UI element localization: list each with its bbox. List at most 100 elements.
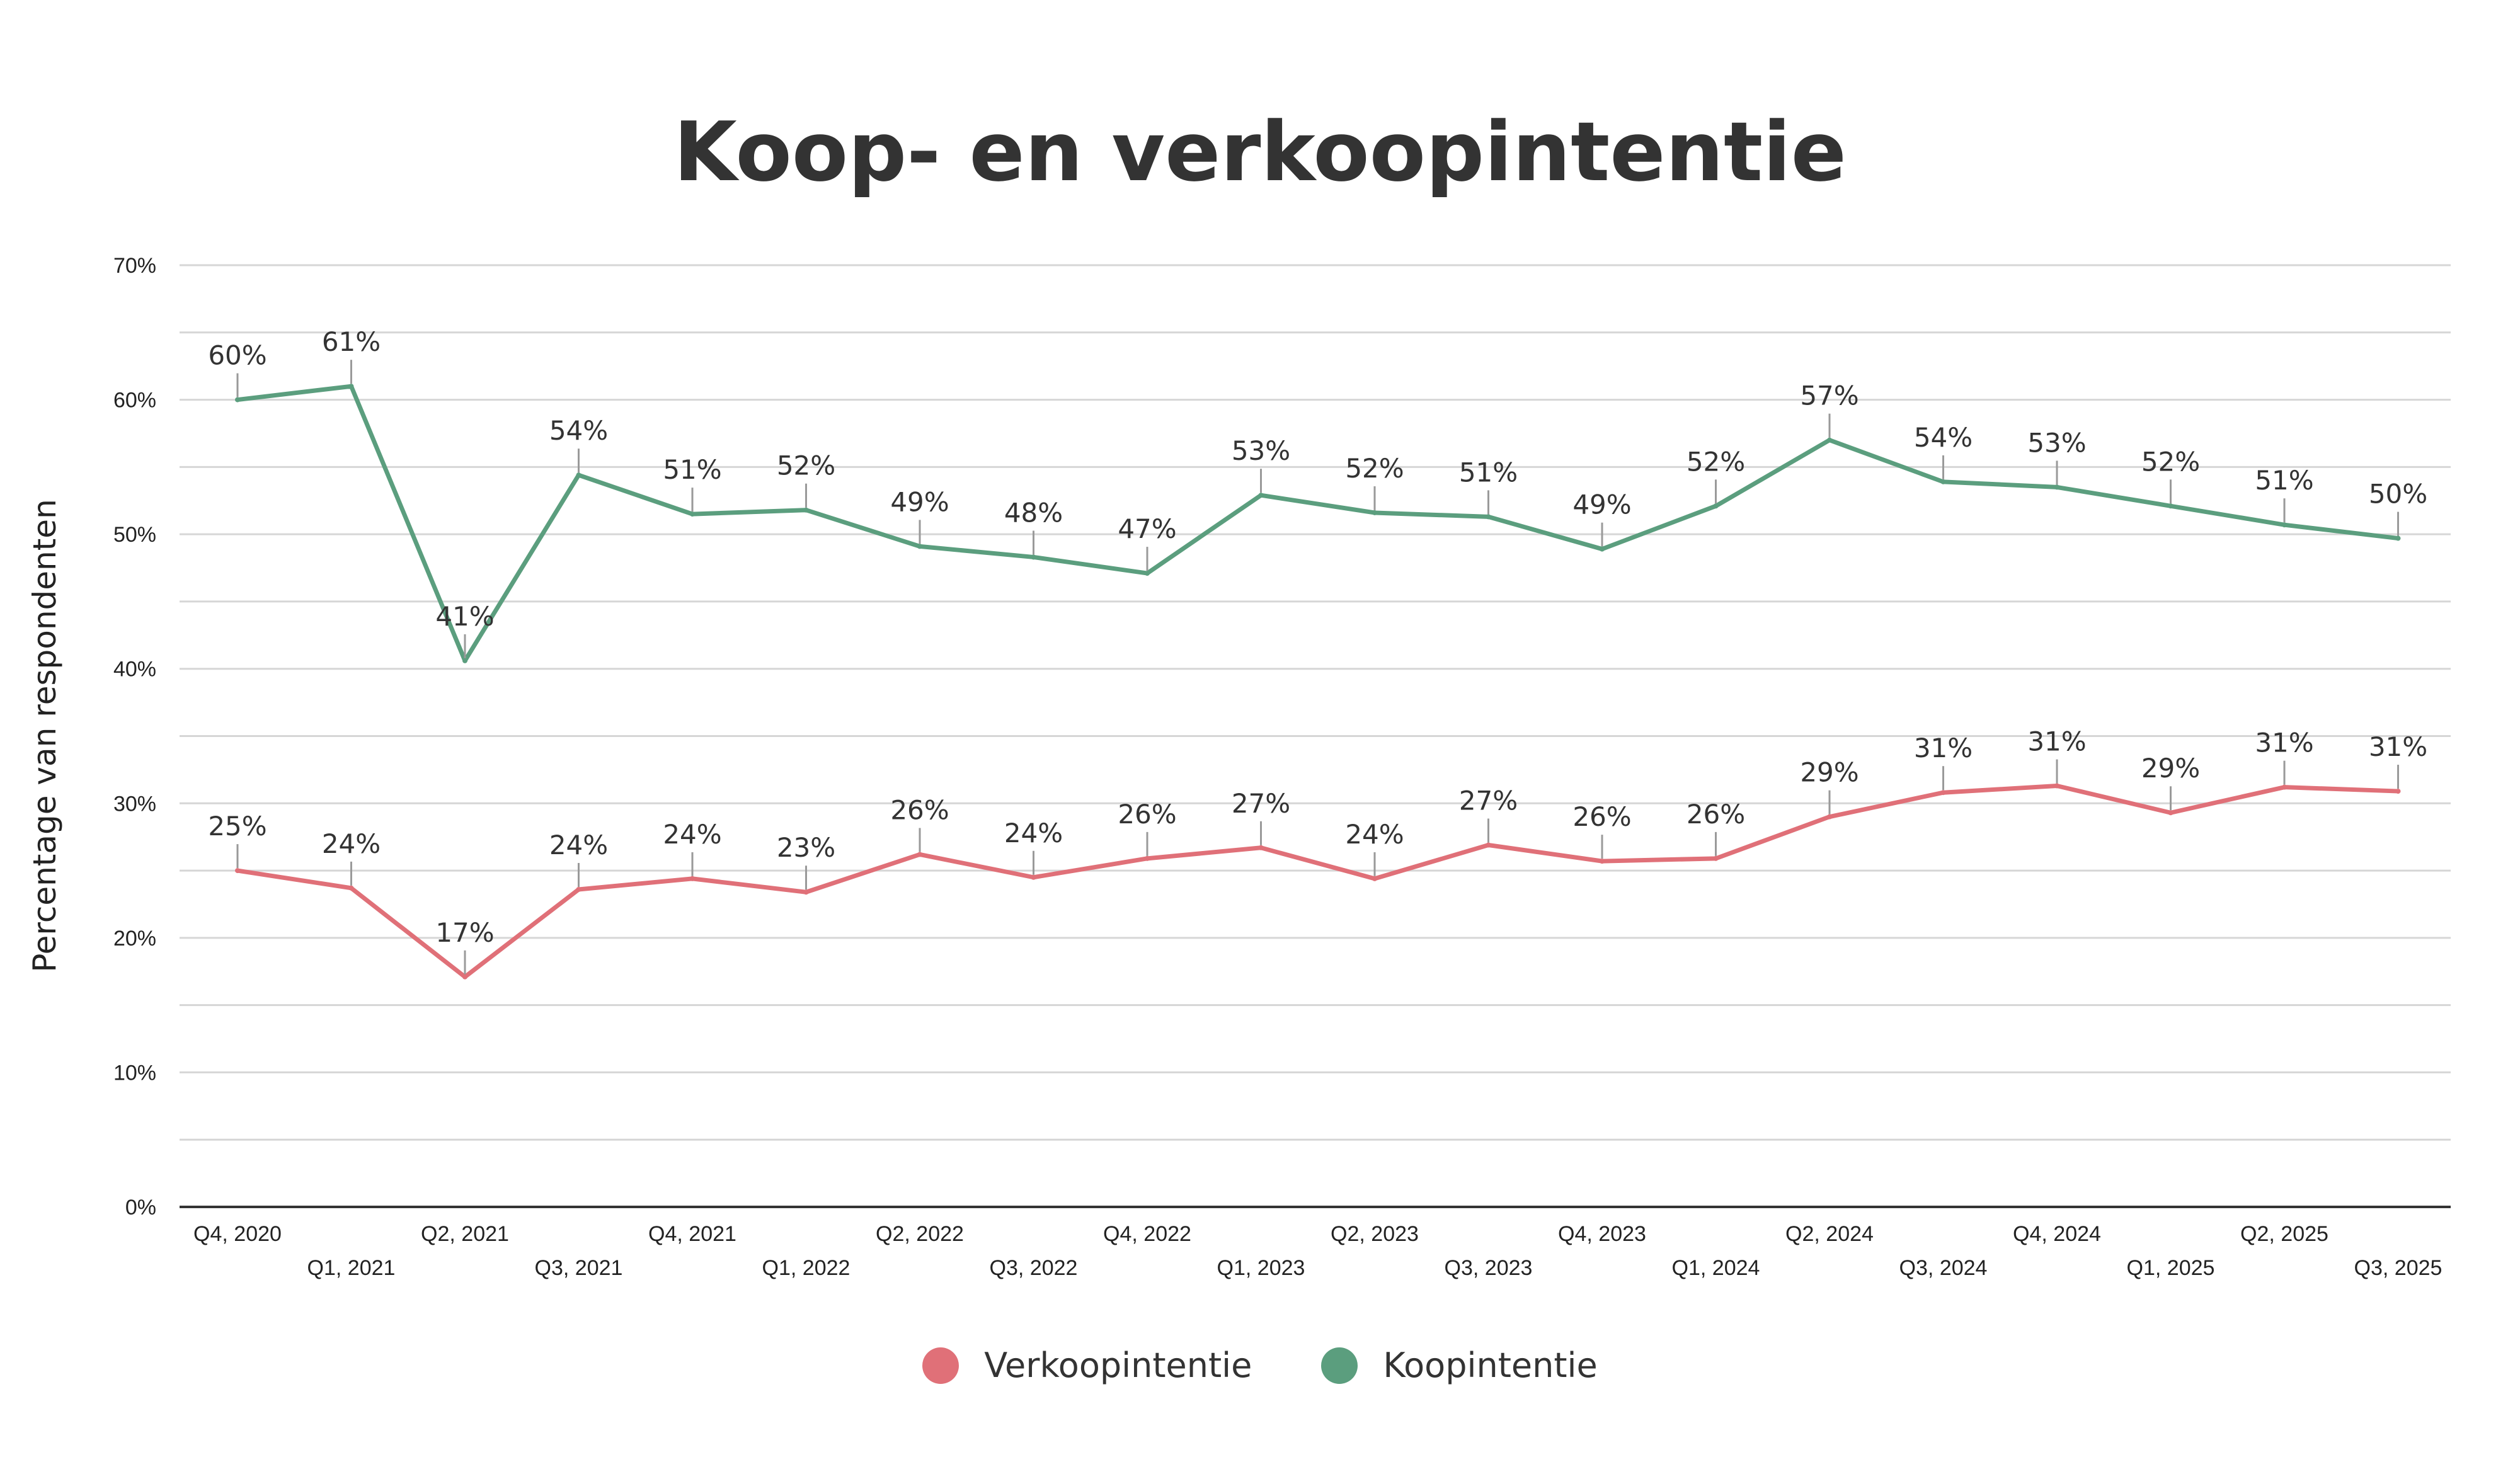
data-label: 29% bbox=[1800, 757, 1858, 788]
legend-item-verkoopintentie: Verkoopintentie bbox=[922, 1345, 1252, 1385]
data-label: 48% bbox=[1004, 497, 1063, 528]
gridlines bbox=[180, 264, 2451, 1141]
series: 25% 24% 17% 24% 24% 23% 26% 24% 26% 27% 24% 27% 26% 2… bbox=[208, 326, 2427, 980]
data-point bbox=[2168, 810, 2174, 816]
series-line bbox=[237, 784, 2398, 980]
data-point bbox=[1258, 493, 1264, 498]
data-label: 31% bbox=[2255, 728, 2313, 758]
legend-label: Verkoopintentie bbox=[984, 1345, 1252, 1385]
data-point bbox=[2054, 484, 2059, 490]
x-tick-label: Q1, 2022 bbox=[762, 1256, 850, 1280]
data-point bbox=[1486, 842, 1491, 848]
data-point bbox=[917, 544, 922, 549]
data-point bbox=[1827, 437, 1832, 443]
data-point bbox=[2168, 503, 2174, 509]
data-point bbox=[235, 397, 240, 403]
legend-swatch bbox=[1321, 1347, 1358, 1384]
data-label: 52% bbox=[1687, 446, 1745, 477]
x-axis-ticks: Q4, 2020 Q1, 2021 Q2, 2021 Q3, 2021 Q4, 2021… bbox=[193, 1222, 2442, 1280]
data-label: 61% bbox=[322, 326, 381, 357]
series-koopintentie: 60% 61% 41% 54% 51% 52% 49% 48% 47% 53% 52% 51% 49% 5… bbox=[208, 326, 2427, 663]
data-label: 49% bbox=[890, 486, 949, 517]
y-tick-label: 20% bbox=[113, 927, 156, 951]
data-point bbox=[1940, 790, 1946, 796]
x-tick-label: Q3, 2024 bbox=[1899, 1256, 1988, 1280]
y-tick-label: 30% bbox=[113, 792, 156, 816]
series-verkoopintentie: 25% 24% 17% 24% 24% 23% 26% 24% 26% 27% 24% 27% 26% 2… bbox=[208, 726, 2427, 980]
x-tick-label: Q1, 2023 bbox=[1217, 1256, 1305, 1280]
x-tick-label: Q1, 2024 bbox=[1672, 1256, 1760, 1280]
data-label: 23% bbox=[777, 832, 835, 863]
data-label: 41% bbox=[435, 601, 494, 632]
data-point bbox=[1713, 503, 1719, 509]
data-point bbox=[2054, 783, 2059, 789]
data-label: 31% bbox=[1914, 733, 1973, 763]
data-label: 26% bbox=[1687, 799, 1745, 830]
data-point bbox=[576, 472, 581, 478]
data-label: 17% bbox=[435, 917, 494, 948]
chart-title: Koop- en verkoopintentie bbox=[673, 104, 1847, 200]
data-label: 54% bbox=[549, 415, 608, 446]
data-label: 57% bbox=[1800, 380, 1858, 411]
data-label: 52% bbox=[2141, 446, 2200, 477]
data-point bbox=[2395, 789, 2401, 794]
data-point bbox=[1713, 855, 1719, 861]
data-label: 25% bbox=[208, 811, 266, 842]
y-tick-label: 40% bbox=[113, 658, 156, 682]
data-point bbox=[1031, 874, 1036, 880]
data-label: 31% bbox=[2369, 731, 2427, 762]
data-point bbox=[2395, 535, 2401, 541]
x-tick-label: Q3, 2021 bbox=[535, 1256, 623, 1280]
data-point bbox=[235, 868, 240, 874]
y-tick-label: 70% bbox=[113, 254, 156, 278]
x-tick-label: Q4, 2022 bbox=[1103, 1222, 1191, 1246]
data-label: 29% bbox=[2141, 753, 2200, 784]
y-tick-label: 50% bbox=[113, 523, 156, 547]
data-point bbox=[917, 852, 922, 857]
data-label: 50% bbox=[2369, 479, 2427, 510]
x-tick-label: Q2, 2022 bbox=[876, 1222, 964, 1246]
x-tick-label: Q1, 2025 bbox=[2127, 1256, 2215, 1280]
data-label: 49% bbox=[1572, 489, 1631, 520]
data-label: 54% bbox=[1914, 422, 1973, 453]
data-label: 52% bbox=[1345, 453, 1404, 484]
legend: Verkoopintentie Koopintentie bbox=[0, 1345, 2520, 1385]
data-label: 51% bbox=[1459, 457, 1518, 488]
data-point bbox=[1258, 845, 1264, 850]
data-point bbox=[803, 507, 809, 513]
data-point bbox=[1031, 554, 1036, 560]
data-point bbox=[803, 889, 809, 895]
y-tick-label: 60% bbox=[113, 389, 156, 413]
data-point bbox=[1600, 859, 1605, 864]
data-point bbox=[348, 384, 354, 389]
legend-label: Koopintentie bbox=[1383, 1345, 1598, 1385]
data-label: 24% bbox=[322, 828, 381, 859]
x-tick-label: Q2, 2024 bbox=[1785, 1222, 1874, 1246]
legend-item-koopintentie: Koopintentie bbox=[1321, 1345, 1598, 1385]
data-point bbox=[690, 511, 695, 517]
data-label: 31% bbox=[2027, 726, 2086, 757]
data-label: 53% bbox=[2027, 427, 2086, 458]
x-tick-label: Q4, 2020 bbox=[193, 1222, 282, 1246]
data-label: 26% bbox=[1118, 799, 1176, 830]
data-label: 26% bbox=[890, 794, 949, 825]
data-point bbox=[2282, 522, 2287, 528]
x-tick-label: Q2, 2021 bbox=[421, 1222, 509, 1246]
data-label: 52% bbox=[777, 450, 835, 481]
data-label: 26% bbox=[1572, 801, 1631, 832]
x-tick-label: Q4, 2021 bbox=[648, 1222, 736, 1246]
data-label: 51% bbox=[663, 454, 721, 485]
x-tick-label: Q2, 2023 bbox=[1331, 1222, 1419, 1246]
x-tick-label: Q2, 2025 bbox=[2240, 1222, 2328, 1246]
data-label: 24% bbox=[1004, 818, 1063, 848]
data-label: 27% bbox=[1459, 785, 1518, 816]
data-point bbox=[1600, 546, 1605, 552]
data-point bbox=[462, 974, 467, 980]
data-label: 24% bbox=[1345, 819, 1404, 850]
y-tick-label: 10% bbox=[113, 1061, 156, 1085]
data-point bbox=[576, 886, 581, 892]
data-point bbox=[1145, 571, 1150, 576]
x-tick-label: Q3, 2022 bbox=[990, 1256, 1078, 1280]
x-tick-label: Q3, 2025 bbox=[2354, 1256, 2443, 1280]
